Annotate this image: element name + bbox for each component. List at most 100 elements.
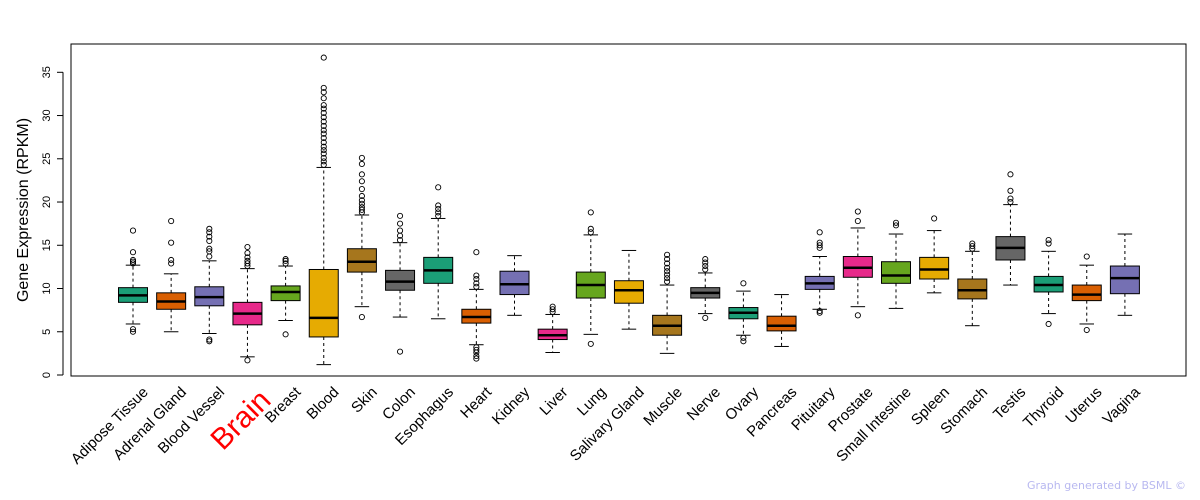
outlier-point [358,178,365,185]
box [919,256,950,280]
outlier-point [320,122,327,129]
outlier-point [244,254,251,261]
box-group-lung [575,209,606,347]
outlier-point [702,266,709,273]
outlier-point [587,229,594,236]
outlier-point [435,205,442,212]
outlier-point [168,239,175,246]
box-group-liver [537,303,568,354]
box [881,261,911,284]
outlier-point [358,206,365,213]
y-tick-label: 5 [41,329,53,335]
outlier-point [664,264,671,271]
outlier-point [816,242,823,249]
box [613,280,644,304]
outlier-point [320,150,327,157]
outlier-point [320,127,327,134]
box [346,248,377,273]
outlier-point [282,331,289,338]
outlier-point [129,326,137,333]
y-tick-label: 35 [41,66,53,78]
outlier-point [1007,198,1014,206]
outlier-point [358,192,365,200]
outlier-point [816,307,823,315]
outlier-point [168,256,175,264]
outlier-point [816,309,823,316]
outlier-point [740,338,747,345]
outlier-point [320,139,327,146]
outlier-point [282,260,289,267]
x-tick-label: Nerve [684,384,724,424]
box [499,270,530,296]
outlier-point [473,272,480,279]
outlier-point [129,328,137,335]
x-tick-label: Skin [348,384,381,417]
x-tick-label: Blood [303,384,342,423]
box-group-prostate [842,208,873,319]
y-tick-label: 15 [41,239,53,251]
box-group-vagina [1109,233,1140,316]
outlier-point [473,352,480,360]
outlier-point [206,248,213,255]
y-axis: 0 5 10 15 20 25 30 35 [41,66,64,378]
outlier-point [816,239,823,246]
box [957,278,988,300]
box-group-brain [232,243,263,364]
outlier-point [244,243,251,251]
box [385,269,416,291]
outlier-point [320,118,327,125]
outlier-point [702,259,709,266]
outlier-point [168,218,175,225]
outlier-point [740,334,747,341]
outlier-point [396,220,404,227]
box-group-muscle [652,251,683,354]
outlier-point [549,303,556,310]
outlier-point [854,312,861,319]
x-tick-label: Thyroid [1020,384,1067,431]
outlier-point [435,184,442,191]
outlier-point [396,212,404,219]
outlier-point [206,336,213,343]
outlier-point [320,114,327,121]
outlier-point [206,229,213,236]
outlier-point [320,89,327,96]
outlier-point [129,227,137,234]
outlier-point [854,208,861,215]
outlier-point [129,260,137,267]
box-group-blood-vessel [194,225,225,345]
box-group-breast [270,256,301,338]
outlier-point [740,280,747,287]
box [1071,284,1102,302]
outlier-point [358,171,365,178]
x-tick-label: Kidney [489,383,534,428]
outlier-point [244,357,251,364]
outlier-point [206,233,213,240]
outlier-point [244,260,251,267]
outlier-point [244,250,251,257]
outlier-point [358,197,365,204]
box [766,315,797,332]
outlier-point [358,200,365,207]
outlier-point [587,225,594,232]
box-group-uterus [1071,253,1102,334]
outlier-point [892,222,900,229]
outlier-point [396,348,404,355]
outlier-point [435,212,442,219]
outlier-point [320,130,327,137]
outlier-point [587,209,594,216]
box [270,285,301,302]
outlier-point [854,218,861,225]
boxes [118,54,1140,366]
y-axis-label: Gene Expression (RPKM) [15,118,32,302]
outlier-point [282,256,289,263]
box-group-adipose-tissue [118,227,148,335]
outlier-point [473,355,480,362]
box-group-salivary-gland [613,249,644,330]
outlier-point [320,147,327,154]
outlier-point [358,160,365,168]
outlier-point [1083,253,1090,260]
outlier-point [473,344,480,351]
outlier-point [206,338,213,345]
outlier-point [320,84,327,91]
